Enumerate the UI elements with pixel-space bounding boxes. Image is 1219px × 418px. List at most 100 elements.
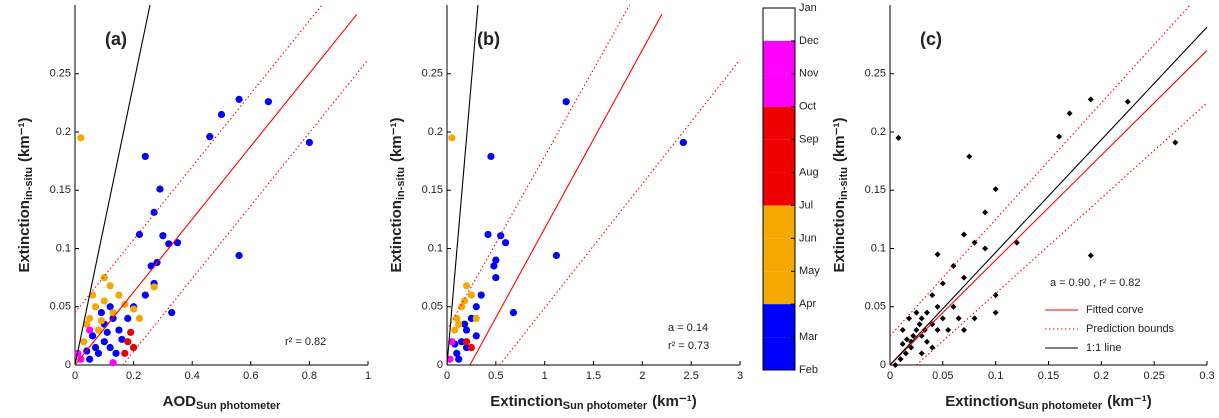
colorbar-label: Nov bbox=[799, 68, 819, 80]
legend-label: Fitted corve bbox=[1086, 304, 1143, 316]
point bbox=[934, 303, 941, 310]
point bbox=[913, 309, 920, 316]
point bbox=[484, 230, 492, 239]
point bbox=[897, 356, 904, 363]
point bbox=[477, 291, 485, 299]
y-tick-label: 0.2 bbox=[56, 126, 71, 138]
point bbox=[115, 291, 123, 299]
x-tick-label: 0.05 bbox=[932, 370, 953, 382]
x-tick-label: 0 bbox=[444, 370, 450, 382]
line bbox=[446, 4, 631, 331]
point bbox=[966, 153, 973, 160]
point bbox=[118, 335, 126, 343]
colorbar-label: Mar bbox=[799, 331, 818, 343]
colorbar-frame bbox=[762, 7, 796, 371]
colorbar-label: Oct bbox=[799, 101, 816, 113]
panel-label: (c) bbox=[920, 29, 942, 49]
point bbox=[1087, 96, 1094, 103]
point bbox=[462, 338, 471, 346]
point bbox=[94, 326, 103, 334]
point bbox=[115, 326, 123, 334]
panel-label: (a) bbox=[105, 29, 127, 49]
point bbox=[916, 321, 923, 328]
line bbox=[916, 102, 1208, 366]
point bbox=[97, 317, 105, 325]
label-part: in-situ bbox=[838, 167, 850, 200]
point bbox=[460, 297, 469, 305]
point bbox=[97, 308, 105, 317]
point bbox=[451, 326, 459, 334]
point bbox=[235, 251, 243, 260]
point bbox=[112, 349, 120, 357]
point bbox=[906, 315, 913, 322]
point bbox=[141, 291, 149, 299]
point bbox=[448, 338, 456, 346]
colorbar-segment bbox=[763, 205, 795, 239]
point bbox=[562, 98, 570, 106]
point bbox=[86, 355, 94, 363]
point bbox=[264, 98, 272, 106]
point bbox=[91, 303, 100, 311]
x-tick-label: 0.3 bbox=[1199, 370, 1214, 382]
point bbox=[923, 309, 930, 316]
y-tick-label: 0.2 bbox=[428, 126, 443, 138]
line bbox=[889, 4, 1191, 337]
line bbox=[74, 4, 323, 313]
point bbox=[106, 343, 114, 352]
point bbox=[88, 332, 97, 340]
x-tick-label: 0.2 bbox=[1094, 370, 1109, 382]
label-part: (km⁻¹) bbox=[652, 393, 697, 410]
point bbox=[960, 274, 967, 281]
point bbox=[939, 280, 946, 287]
label-part: in-situ bbox=[395, 167, 407, 200]
point bbox=[899, 341, 906, 348]
point bbox=[1056, 133, 1063, 140]
x-tick-label: 1.5 bbox=[586, 370, 601, 382]
colorbar-label: Aug bbox=[799, 166, 819, 178]
colorbar-segment bbox=[763, 73, 795, 107]
y-tick-label: 0.15 bbox=[422, 184, 443, 196]
point bbox=[165, 240, 173, 248]
label-part: (km⁻¹) bbox=[388, 117, 405, 162]
point bbox=[91, 343, 100, 352]
point bbox=[86, 314, 94, 322]
annotation: a = 0.14 bbox=[668, 322, 708, 334]
line bbox=[74, 13, 358, 366]
point bbox=[121, 349, 129, 357]
x-axis-label: ExtinctionSun photometer (km⁻¹) bbox=[490, 393, 696, 412]
label-part: Sun photometer bbox=[196, 400, 281, 412]
point bbox=[1087, 252, 1094, 259]
y-tick-label: 0.05 bbox=[50, 301, 71, 313]
colorbar-label: May bbox=[799, 265, 820, 277]
point bbox=[106, 282, 114, 290]
point bbox=[455, 355, 463, 363]
x-tick-label: 2.5 bbox=[684, 370, 699, 382]
y-axis-label: Extinctionin-situ (km⁻¹) bbox=[831, 117, 850, 272]
point bbox=[490, 262, 498, 270]
point bbox=[86, 326, 94, 334]
label-part: Extinction bbox=[831, 200, 848, 273]
colorbar-label: Jun bbox=[799, 232, 817, 244]
point bbox=[929, 292, 936, 299]
annotation: r² = 0.82 bbox=[285, 336, 326, 348]
point bbox=[992, 186, 999, 193]
label-part: Sun photometer bbox=[1018, 400, 1103, 412]
y-axis-label: Extinctionin-situ (km⁻¹) bbox=[388, 117, 407, 272]
point bbox=[100, 297, 108, 305]
y-tick-label: 0.2 bbox=[871, 126, 886, 138]
y-tick-label: 0 bbox=[437, 359, 443, 371]
line bbox=[74, 4, 151, 366]
label-part: Sun photometer bbox=[563, 400, 648, 412]
point bbox=[106, 303, 114, 311]
point bbox=[902, 350, 909, 357]
colorbar-label: Dec bbox=[799, 35, 819, 47]
label-part: (km⁻¹) bbox=[831, 117, 848, 162]
point bbox=[913, 327, 920, 334]
x-tick-label: 0 bbox=[887, 370, 893, 382]
point bbox=[679, 138, 687, 147]
point bbox=[124, 314, 132, 322]
y-tick-label: 0.05 bbox=[422, 301, 443, 313]
x-tick-label: 0 bbox=[72, 370, 78, 382]
point bbox=[497, 232, 505, 240]
